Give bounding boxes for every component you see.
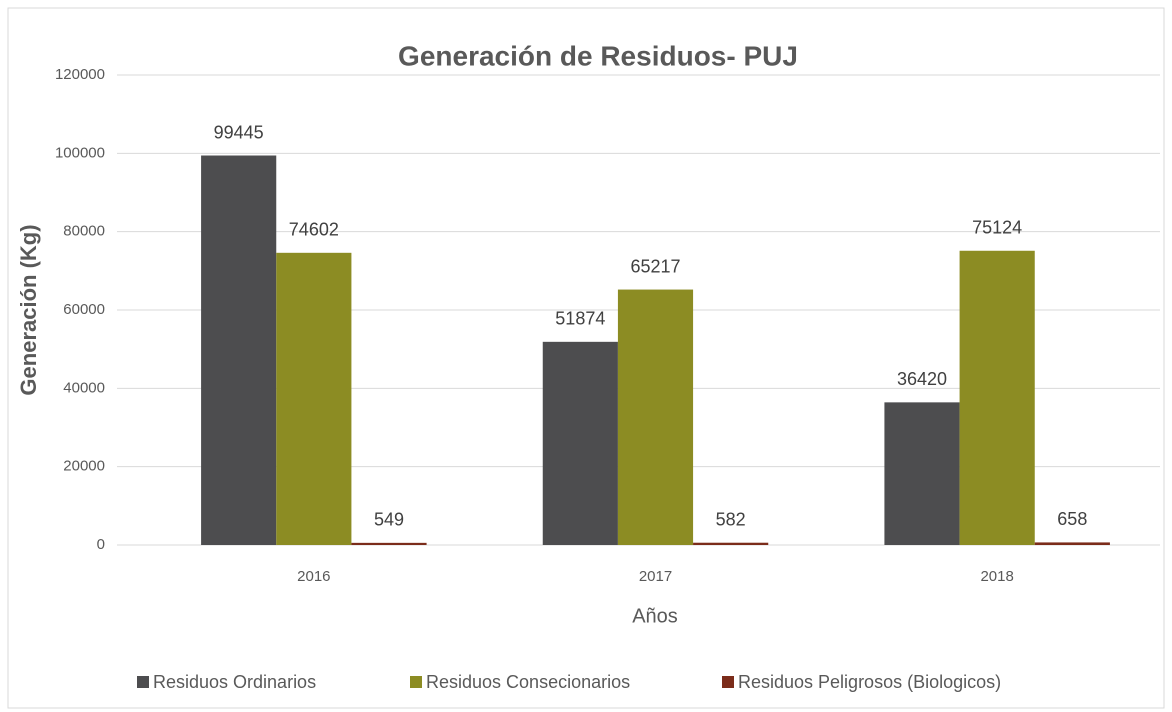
data-label: 99445 — [214, 122, 264, 142]
bar — [617, 289, 694, 545]
data-label: 74602 — [289, 220, 339, 240]
legend-swatch — [722, 676, 734, 688]
bar — [693, 542, 769, 545]
chart-title: Generación de Residuos- PUJ — [398, 40, 798, 71]
bar — [351, 542, 427, 545]
x-tick-label: 2017 — [639, 568, 672, 585]
x-axis-title: Años — [632, 605, 678, 627]
data-label: 75124 — [972, 218, 1022, 238]
data-label: 36420 — [897, 369, 947, 389]
x-tick-label: 2018 — [980, 568, 1013, 585]
data-label: 65217 — [630, 256, 680, 276]
bar — [276, 252, 352, 545]
data-label: 51874 — [555, 309, 605, 329]
data-label: 582 — [716, 509, 746, 529]
y-tick-label: 80000 — [63, 223, 105, 240]
bar — [884, 402, 960, 545]
y-tick-label: 0 — [97, 536, 105, 553]
legend-label: Residuos Ordinarios — [153, 672, 316, 692]
legend-swatch — [410, 676, 422, 688]
data-label: 549 — [374, 510, 404, 530]
y-axis-title: Generación (Kg) — [16, 224, 41, 395]
legend-swatch — [137, 676, 149, 688]
legend-label: Residuos Peligrosos (Biologicos) — [738, 672, 1001, 692]
y-tick-label: 100000 — [55, 144, 105, 161]
y-tick-label: 120000 — [55, 66, 105, 83]
data-label: 658 — [1057, 509, 1087, 529]
bar — [959, 250, 1035, 545]
bar — [201, 155, 277, 545]
y-tick-label: 60000 — [63, 301, 105, 318]
y-tick-label: 40000 — [63, 379, 105, 396]
bar — [542, 341, 618, 545]
legend-label: Residuos Consecionarios — [426, 672, 630, 692]
y-tick-label: 20000 — [63, 458, 105, 475]
bar — [1034, 542, 1110, 545]
x-tick-label: 2016 — [297, 568, 330, 585]
